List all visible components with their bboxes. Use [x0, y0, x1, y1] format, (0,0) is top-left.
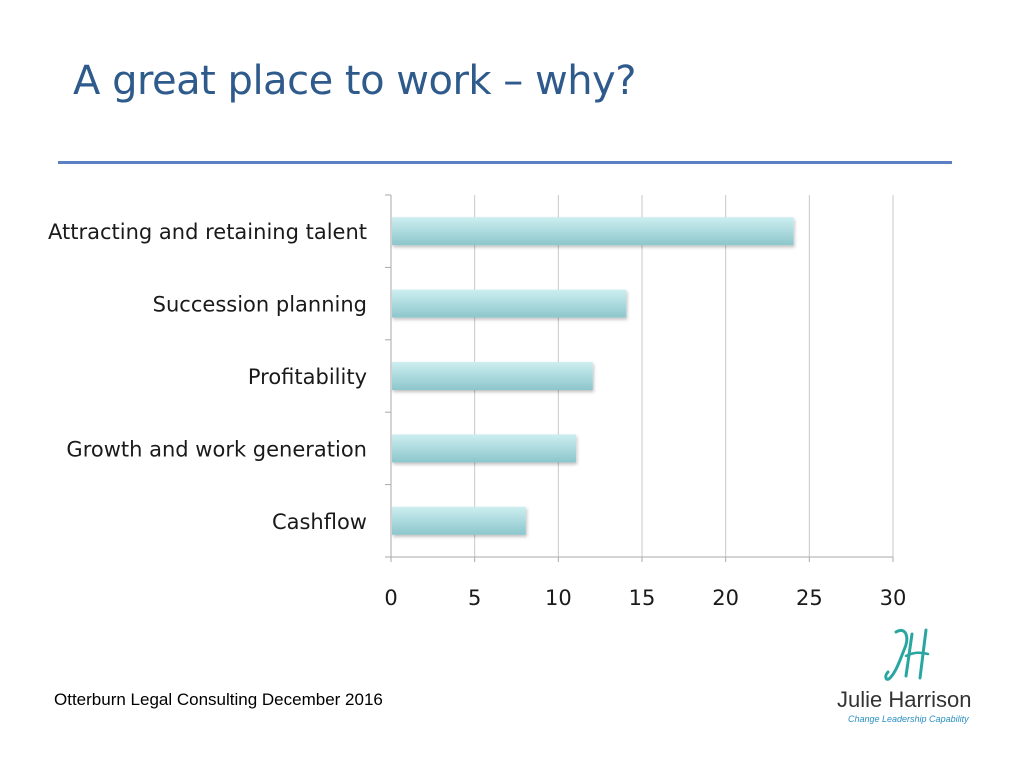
footer-text: Otterburn Legal Consulting December 2016	[54, 690, 383, 709]
company-logo: Julie Harrison Change Leadership Capabil…	[832, 624, 992, 734]
bar	[392, 362, 593, 390]
x-tick-label: 25	[796, 586, 823, 610]
category-label: Succession planning	[153, 293, 367, 317]
title-divider	[58, 161, 952, 164]
category-label: Growth and work generation	[66, 437, 367, 461]
jh-monogram-icon	[884, 628, 930, 681]
x-tick-label: 20	[712, 586, 739, 610]
x-tick-label: 0	[384, 586, 397, 610]
slide-title: A great place to work – why?	[73, 58, 636, 104]
x-tick-label: 10	[545, 586, 572, 610]
bar	[392, 217, 794, 246]
x-tick-label: 30	[880, 586, 907, 610]
category-label: Profitability	[248, 365, 367, 389]
logo-name: Julie Harrison	[837, 687, 972, 712]
category-label: Cashflow	[272, 510, 367, 534]
logo-tagline: Change Leadership Capability	[848, 714, 969, 724]
x-tick-label: 5	[468, 586, 481, 610]
category-label: Attracting and retaining talent	[48, 220, 367, 244]
x-tick-label: 15	[629, 586, 656, 610]
bar-chart: 0 5 10 15 20 25 30 Attracting and retaining tal…	[48, 194, 907, 610]
bar	[392, 289, 627, 318]
bar	[392, 434, 577, 463]
bar	[392, 506, 526, 535]
